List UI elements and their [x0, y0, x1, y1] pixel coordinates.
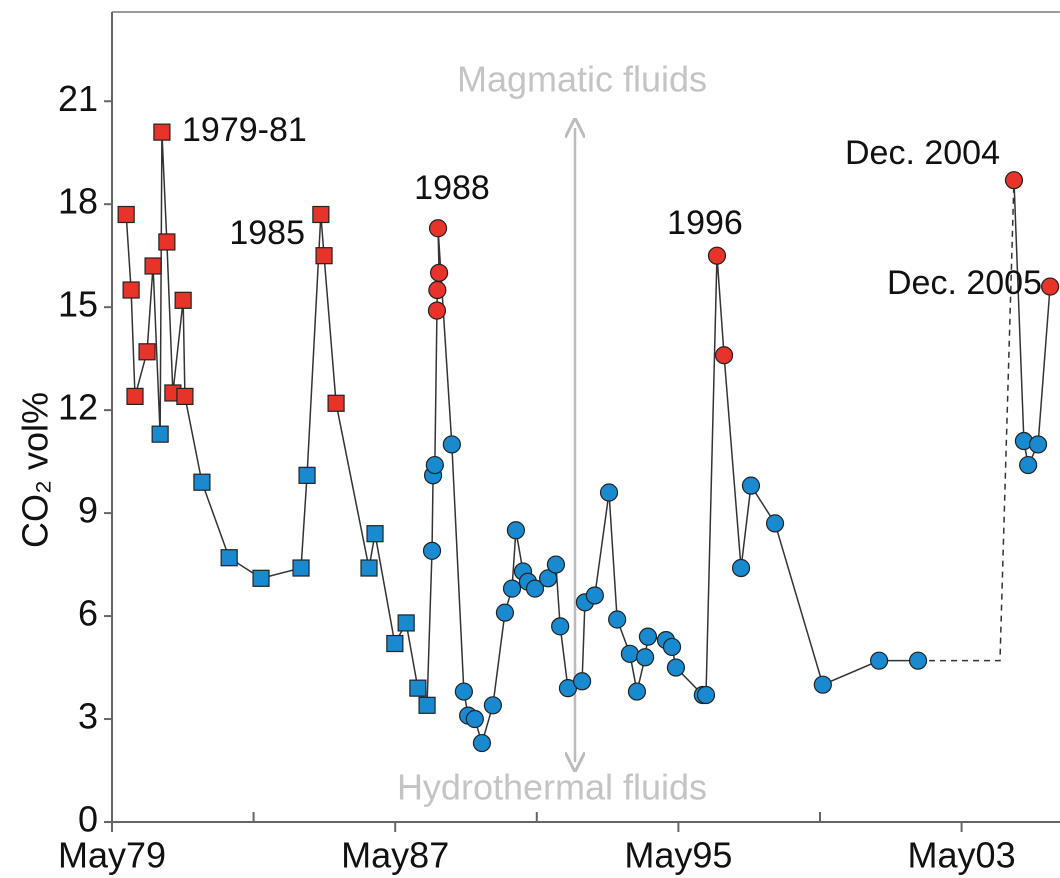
- square-marker: [397, 614, 415, 632]
- square-marker: [220, 549, 238, 567]
- circle-marker: [599, 483, 619, 502]
- square-marker: [292, 559, 310, 577]
- circle-marker: [551, 617, 570, 636]
- circle-marker: [427, 301, 447, 320]
- circle-marker: [1040, 277, 1060, 296]
- circle-marker: [425, 455, 444, 475]
- circle-marker: [495, 603, 515, 622]
- annotation: Dec. 2004: [845, 134, 1000, 172]
- annotation: 1985: [229, 214, 305, 252]
- circle-marker: [627, 682, 647, 701]
- y-tick-label: 18: [58, 181, 98, 222]
- circle-marker: [573, 672, 592, 691]
- annotation: 1988: [414, 169, 490, 207]
- square-marker: [176, 387, 194, 406]
- circle-marker: [636, 648, 655, 667]
- square-marker: [144, 257, 162, 275]
- circle-marker: [483, 696, 502, 715]
- square-marker: [327, 394, 345, 412]
- x-tick-label: May87: [341, 835, 449, 876]
- y-tick-label: 12: [58, 387, 98, 428]
- y-tick-label: 21: [58, 78, 98, 119]
- y-tick-label: 3: [78, 696, 98, 737]
- x-tick-label: May79: [58, 835, 166, 876]
- circle-marker: [666, 658, 686, 677]
- square-marker: [174, 291, 192, 309]
- circle-marker: [428, 280, 447, 300]
- circle-marker: [707, 246, 727, 265]
- circle-marker: [428, 219, 448, 238]
- circle-marker: [662, 637, 682, 657]
- square-marker: [386, 634, 404, 653]
- annotation: 1979-81: [182, 111, 307, 149]
- square-marker: [252, 569, 270, 587]
- circle-marker: [696, 685, 716, 705]
- circle-marker: [465, 709, 484, 729]
- x-tick-label: May03: [908, 835, 1016, 876]
- square-marker: [360, 559, 378, 577]
- circle-marker: [1019, 455, 1038, 475]
- circle-marker: [1004, 171, 1024, 190]
- circle-marker: [765, 514, 785, 533]
- circle-marker: [870, 651, 889, 670]
- x-tick-label: May95: [624, 835, 732, 876]
- circle-marker: [1028, 435, 1048, 454]
- square-marker: [312, 205, 330, 224]
- circle-marker: [620, 644, 639, 663]
- square-marker: [126, 387, 144, 406]
- square-marker: [117, 205, 135, 224]
- circle-marker: [442, 435, 461, 454]
- circle-marker: [422, 541, 442, 560]
- square-marker: [366, 525, 384, 543]
- circle-marker: [908, 651, 928, 670]
- annotation: 1996: [667, 204, 743, 242]
- gap-line: [918, 180, 1015, 662]
- y-axis-label: CO₂ vol%: [15, 392, 56, 548]
- square-marker: [153, 123, 171, 141]
- circle-marker: [731, 558, 751, 578]
- circle-marker: [539, 569, 558, 588]
- circle-marker: [585, 586, 604, 605]
- circle-marker: [546, 555, 566, 574]
- y-tick-label: 15: [58, 284, 98, 325]
- square-marker: [298, 466, 316, 484]
- circle-marker: [506, 521, 526, 540]
- y-tick-label: 0: [78, 799, 98, 840]
- square-marker: [418, 696, 436, 714]
- y-tick-label: 6: [78, 593, 98, 634]
- data-line: [1013, 180, 1051, 468]
- circle-marker: [608, 610, 627, 629]
- square-marker: [193, 473, 211, 491]
- square-marker: [122, 281, 140, 299]
- circle-marker: [741, 476, 761, 495]
- circle-marker: [502, 579, 522, 598]
- circle-marker: [638, 627, 658, 646]
- circle-marker: [472, 733, 492, 753]
- circle-marker: [525, 579, 545, 598]
- y-tick-label: 9: [78, 490, 98, 531]
- square-marker: [158, 233, 176, 251]
- circle-marker: [454, 682, 473, 701]
- arrow-label: Hydrothermal fluids: [397, 767, 707, 808]
- circle-marker: [813, 675, 832, 694]
- arrow-label: Magmatic fluids: [457, 59, 707, 100]
- circle-marker: [714, 346, 734, 365]
- annotation: Dec. 2005: [887, 264, 1042, 302]
- circle-marker: [429, 263, 449, 282]
- square-marker: [138, 343, 156, 361]
- square-marker: [315, 247, 333, 265]
- square-marker: [151, 425, 169, 443]
- square-marker: [409, 679, 427, 697]
